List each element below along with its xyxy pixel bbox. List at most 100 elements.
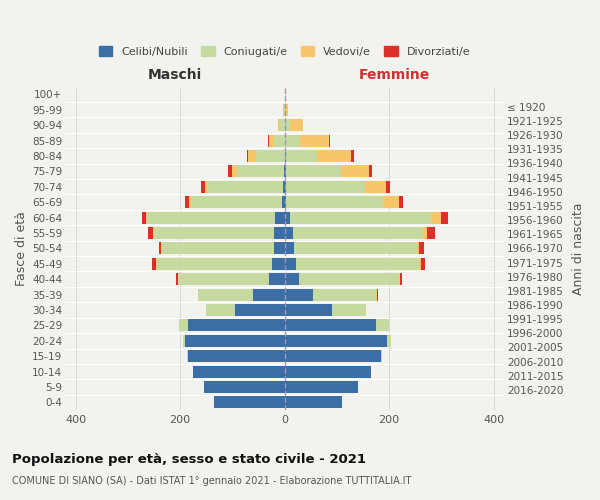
Bar (284, 104, 286, 116)
Bar (200, 180, 205, 193)
Bar (341, 166, 370, 177)
Bar (189, 196, 191, 208)
Bar (148, 227, 153, 239)
Bar (203, 381, 284, 393)
Bar (284, 396, 342, 408)
Text: Maschi: Maschi (148, 68, 202, 82)
Bar (214, 396, 284, 408)
Text: Femmine: Femmine (359, 68, 430, 82)
Text: COMUNE DI SIANO (SA) - Dati ISTAT 1° gennaio 2021 - Elaborazione TUTTITALIA.IT: COMUNE DI SIANO (SA) - Dati ISTAT 1° gen… (12, 476, 412, 486)
Bar (185, 196, 189, 208)
Bar (351, 150, 353, 162)
Bar (284, 134, 301, 146)
Bar (296, 258, 419, 270)
Bar (269, 273, 284, 285)
Bar (286, 180, 365, 193)
Y-axis label: Fasce di età: Fasce di età (15, 211, 28, 286)
Bar (199, 288, 253, 300)
Bar (280, 119, 284, 131)
Bar (228, 166, 232, 177)
Bar (253, 288, 284, 300)
Bar (247, 150, 248, 162)
Bar (286, 104, 289, 116)
Bar (283, 180, 284, 193)
Bar (272, 258, 284, 270)
Bar (142, 212, 146, 224)
Bar (427, 227, 435, 239)
Bar (294, 242, 417, 254)
Bar (329, 134, 330, 146)
Bar (278, 119, 280, 131)
Bar (284, 180, 286, 193)
Bar (188, 350, 284, 362)
Bar (146, 212, 147, 224)
Bar (284, 166, 286, 177)
Bar (290, 212, 431, 224)
Bar (183, 335, 185, 347)
Bar (284, 227, 293, 239)
Bar (193, 366, 284, 378)
Bar (386, 180, 389, 193)
Bar (365, 180, 386, 193)
Bar (205, 180, 208, 193)
Bar (286, 166, 341, 177)
Bar (153, 227, 154, 239)
Bar (232, 166, 236, 177)
Bar (236, 166, 284, 177)
Bar (176, 273, 178, 285)
Bar (154, 227, 274, 239)
Bar (284, 335, 386, 347)
Bar (283, 104, 284, 116)
Bar (157, 258, 272, 270)
Bar (179, 320, 188, 332)
Bar (284, 366, 371, 378)
Bar (269, 134, 274, 146)
Bar (284, 304, 332, 316)
Bar (286, 196, 383, 208)
Bar (274, 227, 284, 239)
Bar (313, 288, 376, 300)
Bar (274, 242, 284, 254)
Bar (419, 258, 421, 270)
Bar (442, 212, 448, 224)
Bar (284, 381, 358, 393)
Bar (191, 196, 282, 208)
Bar (419, 242, 424, 254)
Bar (286, 150, 317, 162)
Bar (284, 258, 296, 270)
Bar (208, 180, 283, 193)
Legend: Celibi/Nubili, Coniugati/e, Vedovi/e, Divorziati/e: Celibi/Nubili, Coniugati/e, Vedovi/e, Di… (95, 42, 475, 62)
Bar (398, 196, 403, 208)
Bar (417, 242, 419, 254)
Bar (284, 119, 290, 131)
Bar (423, 227, 427, 239)
Bar (256, 150, 284, 162)
Bar (386, 335, 391, 347)
Bar (284, 150, 286, 162)
Bar (188, 320, 284, 332)
Bar (332, 304, 365, 316)
Bar (159, 242, 161, 254)
Bar (284, 350, 382, 362)
Bar (284, 242, 294, 254)
Bar (284, 288, 313, 300)
Bar (284, 88, 286, 101)
Bar (383, 196, 398, 208)
Bar (274, 134, 284, 146)
Bar (284, 196, 286, 208)
Bar (317, 150, 351, 162)
Bar (284, 320, 376, 332)
Bar (275, 212, 284, 224)
Bar (398, 273, 400, 285)
Bar (147, 212, 275, 224)
Bar (377, 288, 378, 300)
Bar (178, 273, 269, 285)
Bar (290, 119, 303, 131)
Bar (400, 273, 402, 285)
Bar (301, 134, 329, 146)
Bar (235, 304, 284, 316)
Bar (421, 258, 425, 270)
Bar (431, 212, 442, 224)
Bar (376, 320, 389, 332)
Bar (282, 196, 284, 208)
